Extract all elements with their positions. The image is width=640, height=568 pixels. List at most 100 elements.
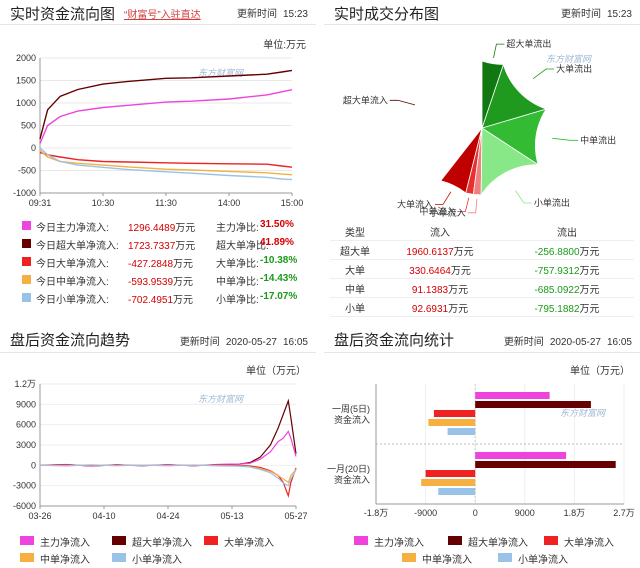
stat-value: 1296.4489万元 (128, 223, 196, 234)
series-line-small (39, 464, 297, 487)
update-time: 更新时间 2020-05-27 16:05 (503, 337, 632, 348)
legend-label: 大单净流入 (224, 538, 274, 549)
stat-value: -593.9539万元 (128, 277, 194, 288)
update-time: 更新时间 15:23 (560, 9, 632, 20)
deal-table-header: 类型 流入 流出 (330, 222, 634, 241)
realtime-flow-panel: 实时资金流向图 “财富号”入驻直达 更新时间 15:23 单位:万元 东方财富网 … (0, 0, 316, 318)
pie-label: 中单流入 (419, 206, 455, 217)
legend-label: 大单净流入 (564, 538, 614, 549)
out-cell: -256.8800万元 (500, 240, 634, 260)
legend-swatch (354, 536, 368, 545)
pie-leader-line (467, 198, 478, 214)
type-cell: 小单 (330, 297, 380, 317)
pie-leader-line (515, 190, 532, 204)
y-tick-label: -500 (18, 166, 36, 176)
legend-label: 主力净流入 (374, 538, 424, 549)
unit-label: 单位:万元 (263, 40, 306, 51)
x-tick-label: 0 (473, 508, 478, 518)
bar-large (433, 410, 476, 417)
after-stats-bar-chart: -1.8万 -9000 0 9000 1.8万 2.7万一周(5日)资金流入一月(20日)… (327, 384, 635, 518)
x-tick-label: 1.8万 (564, 508, 586, 518)
pie-slice-pie_medium_out (481, 108, 548, 166)
out-cell: -757.9312万元 (500, 259, 634, 279)
legend-swatch (22, 275, 31, 284)
x-tick-label: 9000 (515, 508, 535, 518)
deal-table-row: 中单 91.1383万元 -685.0922万元 (330, 278, 634, 298)
legend-swatch (112, 536, 126, 545)
type-cell: 中单 (330, 278, 380, 298)
x-tick-label: 10:30 (92, 198, 115, 208)
x-tick-label: 11:30 (155, 198, 177, 208)
y-tick-label: -1000 (13, 188, 36, 198)
panel-header: 盘后资金流向趋势 更新时间 2020-05-27 16:05 (0, 326, 316, 353)
legend-swatch (22, 221, 31, 230)
out-cell: -685.0922万元 (500, 278, 634, 298)
flow-stat-row: 今日主力净流入: 1296.4489万元 主力净比: 31.50% (22, 218, 322, 234)
stat-label: 今日主力净流入: (36, 223, 109, 234)
header-out: 流出 (500, 222, 634, 241)
legend-label: 超大单净流入 (468, 538, 528, 549)
stat-value: -702.4951万元 (128, 295, 194, 306)
y-tick-label: 6000 (16, 420, 36, 430)
deal-table-row: 超大单 1960.6137万元 -256.8800万元 (330, 240, 634, 260)
pie-label: 大单流入 (397, 198, 433, 209)
series-line-small (39, 147, 293, 181)
legend-swatch (498, 553, 512, 562)
ratio-label: 主力净比: (216, 223, 259, 234)
panel-title: 盘后资金流向趋势 (10, 332, 131, 349)
deal-dist-panel: 实时成交分布图 更新时间 15:23 东方财富网 超大单流入 大单流入 中单流入 小单流… (324, 0, 640, 318)
caifuhao-link[interactable]: “财富号”入驻直达 (124, 10, 201, 21)
deal-table-row: 小单 92.6931万元 -795.1882万元 (330, 297, 634, 317)
category-label: 资金流入 (334, 474, 370, 485)
legend-swatch (20, 536, 34, 545)
legend-swatch (544, 536, 558, 545)
bar-medium (421, 479, 476, 486)
trend-legend: 主力净流入 超大单净流入 大单净流入 中单净流入 小单净流入 (20, 534, 310, 566)
pie-label: 小单流出 (534, 197, 570, 208)
panel-title: 盘后资金流向统计 (334, 332, 455, 349)
legend-label: 超大单净流入 (132, 538, 192, 549)
ratio-value: -17.07% (260, 291, 298, 302)
legend-swatch (204, 536, 218, 545)
pie-leader-line (435, 191, 452, 205)
flow-stats: 今日主力净流入: 1296.4489万元 主力净比: 31.50% 今日超大单净流入: 1… (22, 218, 312, 308)
bar-super (475, 401, 591, 408)
bar-main (475, 392, 550, 399)
legend-label: 中单净流入 (40, 555, 90, 566)
bar-main (475, 452, 567, 459)
type-cell: 大单 (330, 259, 380, 279)
stats-legend: 主力净流入 超大单净流入 大单净流入 中单净流入 小单净流入 (354, 534, 634, 566)
watermark: 东方财富网 (546, 54, 592, 64)
bar-small (438, 488, 476, 495)
panel-title: 实时成交分布图 (334, 6, 440, 23)
pie-leader-line (552, 137, 579, 141)
ratio-value: -14.43% (260, 273, 298, 284)
stat-value: -427.2848万元 (128, 259, 194, 270)
watermark: 东方财富网 (560, 408, 606, 418)
y-tick-label: 1000 (16, 98, 36, 108)
flow-stat-row: 今日小单净流入: -702.4951万元 小单净比: -17.07% (22, 290, 322, 306)
x-tick-label: 15:00 (281, 198, 304, 208)
ratio-label: 大单净比: (216, 259, 259, 270)
category-label: 一周(5日) (332, 404, 370, 414)
header-in: 流入 (380, 222, 500, 241)
x-tick-label: -9000 (414, 508, 437, 518)
x-tick-label: 05-27 (284, 511, 307, 521)
bar-medium (428, 419, 476, 426)
legend-label: 小单净流入 (132, 555, 182, 566)
y-tick-label: 3000 (16, 440, 36, 450)
y-tick-label: 0 (31, 460, 36, 470)
pie-label: 超大单流入 (343, 94, 388, 105)
series-line-large (39, 151, 293, 168)
flow-stat-row: 今日超大单净流入: 1723.7337万元 超大单净比: 41.89% (22, 236, 322, 252)
y-tick-label: -6000 (13, 501, 36, 511)
ratio-value: 41.89% (260, 237, 294, 248)
legend-swatch (448, 536, 462, 545)
legend-swatch (20, 553, 34, 562)
series-line-super (39, 398, 297, 467)
y-tick-label: 500 (21, 121, 36, 131)
series-line-main (39, 89, 293, 144)
after-trend-panel: 盘后资金流向趋势 更新时间 2020-05-27 16:05 单位（万元） 东方财富… (0, 326, 316, 568)
watermark: 东方财富网 (198, 394, 244, 404)
